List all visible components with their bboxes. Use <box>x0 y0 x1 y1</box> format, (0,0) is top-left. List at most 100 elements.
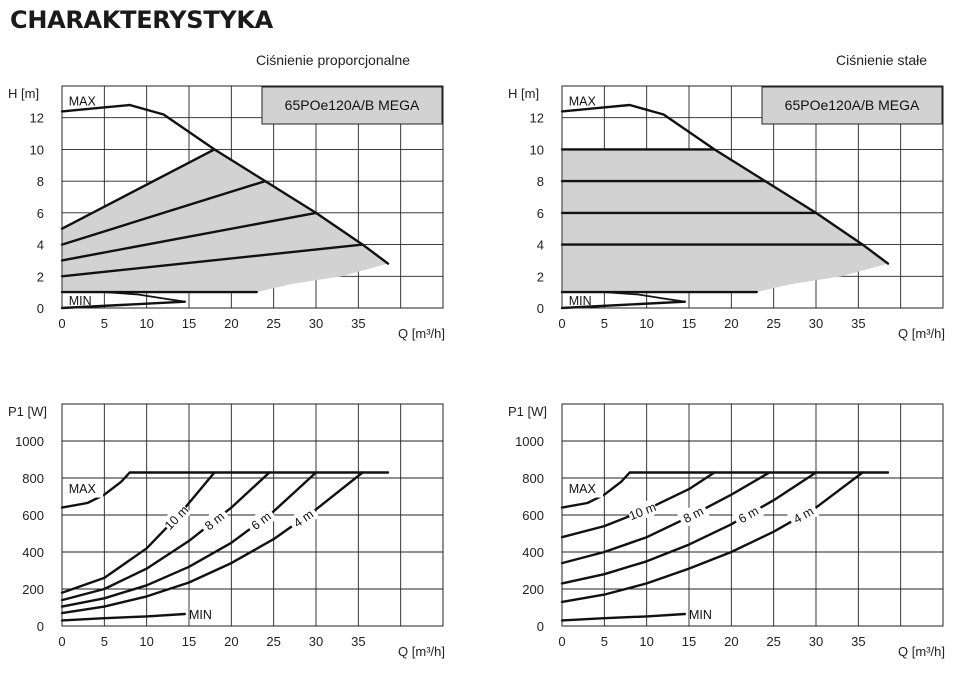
x-tick-label: 0 <box>58 316 65 331</box>
model-box: 65POe120A/B MEGA <box>761 86 943 125</box>
series-line-2 <box>60 211 318 262</box>
y-tick-label: 200 <box>22 582 44 597</box>
y-axis-label: P1 [W] <box>8 404 47 419</box>
x-tick-label: 10 <box>639 316 653 331</box>
y-tick-label: 2 <box>537 269 544 284</box>
y-axis-label: H [m] <box>508 86 539 101</box>
max-label: MAX <box>569 94 597 108</box>
label-halo <box>287 503 320 533</box>
x-tick-label: 15 <box>182 316 196 331</box>
model-name: 65POe120A/B MEGA <box>285 97 420 113</box>
x-tick-label: 0 <box>558 316 565 331</box>
x-tick-label: 30 <box>309 316 323 331</box>
label-halo <box>198 505 231 536</box>
operating-region <box>62 149 388 293</box>
x-tick-label: 30 <box>809 316 823 331</box>
label-halo <box>160 501 192 534</box>
y-tick-label: 0 <box>37 619 44 634</box>
label-halo <box>677 501 710 529</box>
series-line-MIN <box>60 612 186 622</box>
y-tick-label: 12 <box>30 111 44 126</box>
series-line-10m <box>60 471 216 594</box>
x-tick-label: 15 <box>182 634 196 649</box>
min-label: MIN <box>189 608 212 622</box>
y-tick-label: 600 <box>522 508 544 523</box>
label-halo <box>244 505 278 536</box>
series-line-0 <box>60 148 216 230</box>
curve-label-group: 6 m <box>244 505 278 536</box>
x-tick-label: 35 <box>851 316 865 331</box>
y-tick-label: 4 <box>537 238 544 253</box>
min-curve <box>62 291 185 303</box>
y-tick-label: 0 <box>537 301 544 316</box>
y-axis-label: P1 [W] <box>508 404 547 419</box>
series-line-MAX <box>60 471 390 509</box>
curve-label-group: 8 m <box>198 505 231 536</box>
x-tick-label: 25 <box>766 634 780 649</box>
curve-label-group: 4 m <box>287 503 320 533</box>
model-name: 65POe120A/B MEGA <box>785 97 920 113</box>
y-tick-label: 4 <box>37 238 44 253</box>
y-tick-label: 1000 <box>15 434 44 449</box>
series-line-1 <box>60 179 267 246</box>
series-line-8m <box>60 471 271 602</box>
x-tick-label: 10 <box>139 634 153 649</box>
y-tick-label: 8 <box>37 174 44 189</box>
series-line-6m <box>60 471 318 608</box>
model-box: 65POe120A/B MEGA <box>261 86 443 125</box>
x-tick-label: 5 <box>601 634 608 649</box>
x-tick-label: 20 <box>224 316 238 331</box>
y-axis-label: H [m] <box>8 86 39 101</box>
x-tick-label: 25 <box>266 634 280 649</box>
y-tick-label: 400 <box>22 545 44 560</box>
plot-frame <box>61 85 444 309</box>
page-title: CHARAKTERYSTYKA <box>10 6 273 34</box>
y-tick-label: 400 <box>522 545 544 560</box>
y-tick-label: 0 <box>537 619 544 634</box>
y-tick-label: 12 <box>530 111 544 126</box>
y-tick-label: 6 <box>37 206 44 221</box>
curve-label-group: 4 m <box>787 500 820 529</box>
chart-p1-constant: 10 m 8 m 6 m 4 m MAX MIN 0 5 10 15 20 25 30 35 0 200 400… <box>508 403 945 659</box>
x-tick-label: 5 <box>101 316 108 331</box>
chart-h-constant: MAX MIN 0 5 10 15 20 25 30 35 0 2 4 6 8 10 12 H [m] Q [m³/… <box>508 85 945 341</box>
series-line-MAX <box>560 471 890 509</box>
x-tick-label: 10 <box>639 634 653 649</box>
label-halo <box>626 498 659 524</box>
x-tick-label: 5 <box>101 634 108 649</box>
curve-label-group: 10 m <box>626 498 659 524</box>
label-halo <box>787 500 820 529</box>
y-tick-label: 0 <box>37 301 44 316</box>
operating-region <box>562 149 888 293</box>
curve-label-10m: 10 m <box>627 500 658 523</box>
x-tick-label: 35 <box>851 634 865 649</box>
chart-h-proportional: MAX MIN 0 5 10 15 20 25 30 35 0 2 4 6 8 10 12 H [m] Q [m³/… <box>8 85 445 341</box>
x-tick-label: 20 <box>724 316 738 331</box>
x-tick-label: 30 <box>809 634 823 649</box>
series-line-6m <box>560 471 818 585</box>
y-tick-label: 10 <box>30 142 44 157</box>
x-tick-label: 0 <box>558 634 565 649</box>
x-tick-label: 35 <box>351 316 365 331</box>
label-halo <box>732 500 765 529</box>
subtitle-proportional: Ciśnienie proporcjonalne <box>256 52 411 68</box>
max-curve <box>560 103 890 265</box>
series-line-8m <box>560 471 771 565</box>
x-tick-label: 15 <box>682 634 696 649</box>
max-label-halo <box>567 480 604 498</box>
min-label: MIN <box>69 294 92 308</box>
max-label: MAX <box>69 94 97 108</box>
x-axis-label: Q [m³/h] <box>398 644 445 659</box>
x-tick-label: 35 <box>351 634 365 649</box>
x-axis-label: Q [m³/h] <box>398 326 445 341</box>
y-tick-label: 8 <box>537 174 544 189</box>
max-label: MAX <box>69 482 97 496</box>
y-tick-label: 6 <box>537 206 544 221</box>
y-tick-label: 600 <box>22 508 44 523</box>
x-tick-label: 5 <box>601 316 608 331</box>
min-label: MIN <box>689 608 712 622</box>
series-line-5 <box>60 300 186 310</box>
series-line-3 <box>60 243 364 278</box>
min-label: MIN <box>569 294 592 308</box>
